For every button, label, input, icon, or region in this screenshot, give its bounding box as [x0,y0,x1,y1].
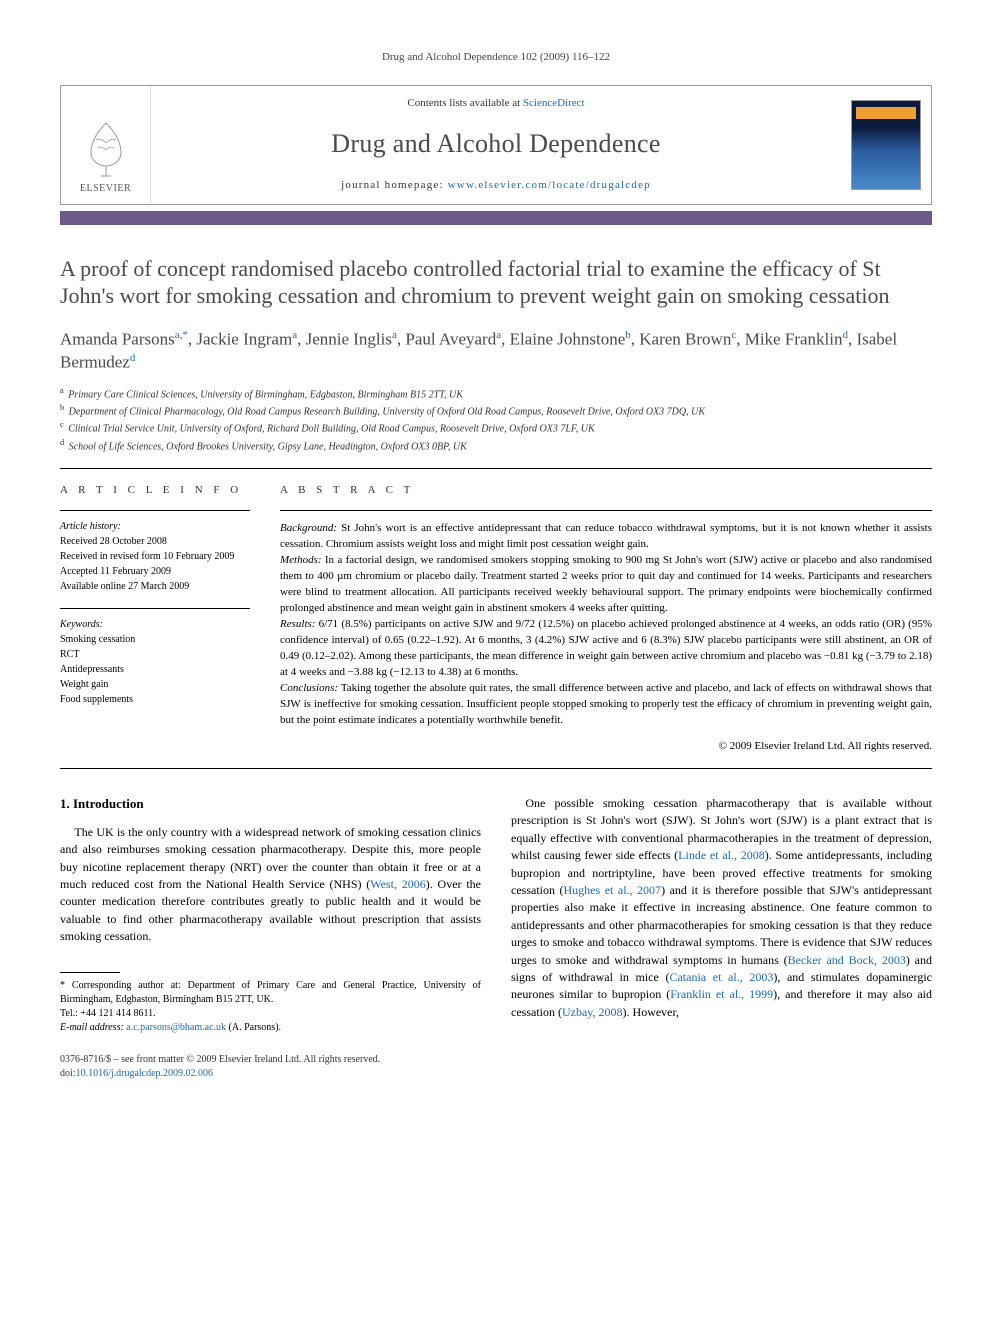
elsevier-tree-icon [76,118,136,178]
abstract-section-text: 6/71 (8.5%) participants on active SJW a… [280,618,932,678]
abstract-section-label: Background: [280,522,337,534]
article-title: A proof of concept randomised placebo co… [60,255,932,310]
tel-value: +44 121 414 8611. [78,1008,156,1019]
corr-email: E-mail address: a.c.parsons@bham.ac.uk (… [60,1021,481,1035]
doi-link[interactable]: 10.1016/j.drugalcdep.2009.02.006 [76,1068,213,1079]
rule-bottom [60,768,932,769]
footnote-separator [60,972,120,973]
corr-tel: Tel.: +44 121 414 8611. [60,1007,481,1021]
section-number: 1. [60,796,70,811]
affiliations: a Primary Care Clinical Sciences, Univer… [60,385,932,454]
article-history: Article history: Received 28 October 200… [60,519,250,594]
running-head: Drug and Alcohol Dependence 102 (2009) 1… [60,50,932,65]
abstract-section-label: Conclusions: [280,682,338,694]
affiliation-line: a Primary Care Clinical Sciences, Univer… [60,385,932,402]
publisher-name: ELSEVIER [80,182,131,196]
contents-line: Contents lists available at ScienceDirec… [407,96,584,111]
citation-link[interactable]: West, 2006 [370,877,425,891]
history-line: Available online 27 March 2009 [60,579,250,594]
intro-para-1: The UK is the only country with a widesp… [60,824,481,946]
keyword: Food supplements [60,692,250,707]
intro-para-2: One possible smoking cessation pharmacot… [511,795,932,1021]
info-heading: A R T I C L E I N F O [60,483,250,498]
history-line: Received 28 October 2008 [60,534,250,549]
abstract-section: Results: 6/71 (8.5%) participants on act… [280,617,932,681]
publisher-block: ELSEVIER [61,86,151,203]
masthead-center: Contents lists available at ScienceDirec… [151,86,841,203]
front-matter-line: 0376-8716/$ – see front matter © 2009 El… [60,1053,380,1067]
doi-prefix: doi: [60,1068,76,1079]
contents-prefix: Contents lists available at [407,97,522,109]
abstract-section: Background: St John's wort is an effecti… [280,521,932,553]
citation-link[interactable]: Franklin et al., 1999 [670,987,773,1001]
email-label: E-mail address: [60,1022,124,1033]
keywords-label: Keywords: [60,617,250,632]
abstract-section: Methods: In a factorial design, we rando… [280,553,932,617]
keyword: Weight gain [60,677,250,692]
body-col-left: 1. Introduction The UK is the only count… [60,795,481,1035]
abstract-section-text: St John's wort is an effective antidepre… [280,522,932,550]
abstract-section-label: Methods: [280,554,322,566]
citation-link[interactable]: Hughes et al., 2007 [564,883,662,897]
abstract-section-text: In a factorial design, we randomised smo… [280,554,932,614]
keyword: Smoking cessation [60,632,250,647]
accent-bar [60,211,932,225]
abstract-heading: A B S T R A C T [280,483,932,498]
section-title: Introduction [73,796,144,811]
masthead: ELSEVIER Contents lists available at Sci… [60,85,932,204]
bottom-left: 0376-8716/$ – see front matter © 2009 El… [60,1053,380,1081]
abstract: A B S T R A C T Background: St John's wo… [280,483,932,754]
citation-link[interactable]: Catania et al., 2003 [669,970,773,984]
tel-label: Tel.: [60,1008,78,1019]
abstract-copyright: © 2009 Elsevier Ireland Ltd. All rights … [280,739,932,754]
affiliation-line: b Department of Clinical Pharmacology, O… [60,402,932,419]
history-line: Accepted 11 February 2009 [60,564,250,579]
doi-line: doi:10.1016/j.drugalcdep.2009.02.006 [60,1067,380,1081]
authors-line: Amanda Parsonsa,*, Jackie Ingrama, Jenni… [60,328,932,375]
sciencedirect-link[interactable]: ScienceDirect [523,97,585,109]
abstract-section-text: Taking together the absolute quit rates,… [280,682,932,726]
email-link[interactable]: a.c.parsons@bham.ac.uk [126,1022,226,1033]
footnotes: * Corresponding author at: Department of… [60,979,481,1035]
masthead-right [841,86,931,203]
homepage-prefix: journal homepage: [341,179,448,191]
info-abstract-row: A R T I C L E I N F O Article history: R… [60,469,932,768]
keyword: RCT [60,647,250,662]
citation-link[interactable]: Becker and Bock, 2003 [788,953,906,967]
info-rule-1 [60,510,250,511]
abstract-section-label: Results: [280,618,315,630]
journal-cover-thumb [851,100,921,190]
citation-link[interactable]: Uzbay, 2008 [562,1005,623,1019]
affiliation-line: c Clinical Trial Service Unit, Universit… [60,419,932,436]
email-suffix: (A. Parsons). [226,1022,281,1033]
history-label: Article history: [60,519,250,534]
affiliation-line: d School of Life Sciences, Oxford Brooke… [60,437,932,454]
bottom-line: 0376-8716/$ – see front matter © 2009 El… [60,1053,932,1081]
abstract-section: Conclusions: Taking together the absolut… [280,681,932,729]
body-columns: 1. Introduction The UK is the only count… [60,795,932,1035]
keywords-block: Keywords: Smoking cessationRCTAntidepres… [60,617,250,707]
article-info: A R T I C L E I N F O Article history: R… [60,483,250,754]
body-col-right: One possible smoking cessation pharmacot… [511,795,932,1035]
abstract-rule [280,510,932,511]
info-rule-2 [60,608,250,609]
history-line: Received in revised form 10 February 200… [60,549,250,564]
citation-link[interactable]: Linde et al., 2008 [678,848,765,862]
homepage-link[interactable]: www.elsevier.com/locate/drugalcdep [448,179,651,191]
keyword: Antidepressants [60,662,250,677]
journal-name: Drug and Alcohol Dependence [331,126,660,162]
corr-label: * Corresponding author at: [60,980,181,991]
abstract-body: Background: St John's wort is an effecti… [280,521,932,728]
homepage-line: journal homepage: www.elsevier.com/locat… [341,178,651,193]
corresponding-author: * Corresponding author at: Department of… [60,979,481,1007]
section-heading: 1. Introduction [60,795,481,814]
